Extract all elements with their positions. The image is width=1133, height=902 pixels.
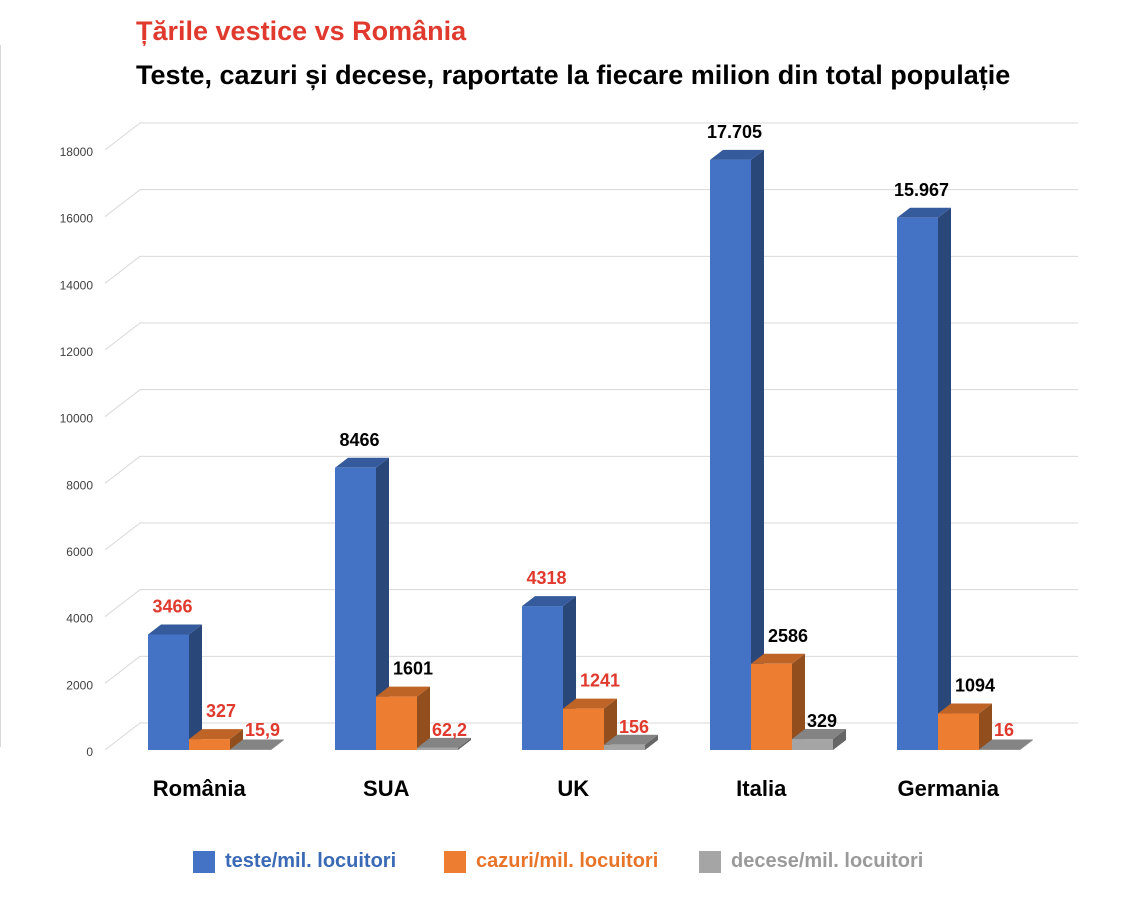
bar-side [458, 737, 471, 750]
grid-line-diagonal [104, 122, 141, 151]
bar-top [751, 653, 805, 664]
legend-item-tests: teste/mil. locuitori [193, 850, 396, 873]
data-label: 156 [619, 717, 649, 737]
y-tick-label: 2000 [66, 678, 93, 692]
x-tick-label: UK [557, 776, 589, 801]
bar-top [897, 207, 951, 218]
grid-line-diagonal [104, 255, 141, 284]
bar [751, 663, 792, 750]
y-tick-label: 0 [86, 745, 93, 759]
bar [417, 747, 458, 750]
grid-line-diagonal [104, 455, 141, 484]
data-label: 1094 [955, 676, 995, 696]
bar-side [979, 703, 992, 750]
bar-top [710, 149, 764, 160]
data-label: 1601 [393, 659, 433, 679]
bar-side [271, 739, 284, 750]
bar [230, 749, 271, 750]
chart-frame-line [0, 45, 1, 747]
bar-top [604, 734, 658, 745]
bar-side [833, 729, 846, 750]
x-tick-label: Germania [898, 776, 1000, 801]
legend-swatch-cases [444, 850, 466, 873]
x-tick-label: România [153, 776, 247, 801]
bar [979, 749, 1020, 750]
data-label: 15,9 [245, 720, 280, 740]
grid-line-diagonal [104, 322, 141, 351]
grid-line-diagonal [104, 189, 141, 218]
legend-swatch-deaths [699, 850, 721, 873]
bar [792, 739, 833, 750]
data-label: 3466 [152, 596, 192, 616]
data-label: 15.967 [894, 180, 949, 200]
bar-top [938, 703, 992, 714]
bar-top [335, 457, 389, 468]
legend-label-deaths: decese/mil. locuitori [731, 850, 924, 872]
bar [189, 739, 230, 750]
bar-side [376, 457, 389, 750]
bar-side [189, 624, 202, 750]
y-tick-label: 8000 [66, 478, 93, 492]
bar-top [376, 686, 430, 697]
legend-item-cases: cazuri/mil. locuitori [444, 850, 658, 873]
legend-label-cases: cazuri/mil. locuitori [476, 850, 659, 872]
data-label: 327 [206, 701, 236, 721]
bar-top [148, 624, 202, 635]
legend-swatch-tests [193, 850, 215, 873]
data-label: 8466 [339, 430, 379, 450]
bar [897, 217, 938, 750]
chart-subtitle: Teste, cazuri și decese, raportate la fi… [136, 60, 1011, 90]
y-tick-label: 16000 [60, 212, 94, 226]
data-label: 17.705 [707, 122, 762, 142]
data-label: 16 [994, 720, 1014, 740]
bar [148, 634, 189, 750]
grid-line-diagonal [104, 522, 141, 551]
bar-top [189, 729, 243, 740]
chart-title: Țările vestice vs România [136, 16, 467, 46]
y-tick-label: 6000 [66, 545, 93, 559]
bar-side [604, 698, 617, 750]
bar-side [938, 207, 951, 750]
bar-top [417, 737, 471, 748]
data-label: 2586 [768, 626, 808, 646]
bar-top [230, 739, 284, 750]
grid-line-diagonal [104, 722, 141, 751]
data-label: 1241 [580, 671, 620, 691]
bar [604, 744, 645, 750]
data-label: 329 [807, 711, 837, 731]
x-tick-label: Italia [736, 776, 787, 801]
y-tick-label: 4000 [66, 612, 93, 626]
y-tick-label: 18000 [60, 145, 94, 159]
y-tick-label: 10000 [60, 412, 94, 426]
bar-side [230, 729, 243, 750]
bar-side [417, 686, 430, 750]
legend-item-deaths: decese/mil. locuitori [699, 850, 923, 873]
bar-top [563, 698, 617, 709]
bar-side [792, 653, 805, 750]
x-tick-label: SUA [363, 776, 410, 801]
data-label: 4318 [526, 568, 566, 588]
legend-label-tests: teste/mil. locuitori [225, 850, 397, 872]
bar [522, 606, 563, 750]
grid-line-diagonal [104, 655, 141, 684]
bar-side [751, 149, 764, 751]
bar [335, 467, 376, 750]
bar-top [979, 739, 1033, 750]
bar-top [792, 729, 846, 740]
data-label: 62,2 [432, 720, 467, 740]
y-tick-label: 14000 [60, 278, 94, 292]
bar [938, 713, 979, 750]
grid-line-diagonal [104, 389, 141, 418]
y-tick-label: 12000 [60, 345, 94, 359]
bar [563, 708, 604, 750]
bar [376, 696, 417, 750]
grid-line-diagonal [104, 589, 141, 618]
bar-side [1020, 739, 1033, 750]
bar [710, 159, 751, 751]
bar-side [645, 734, 658, 750]
bar-top [522, 596, 576, 607]
